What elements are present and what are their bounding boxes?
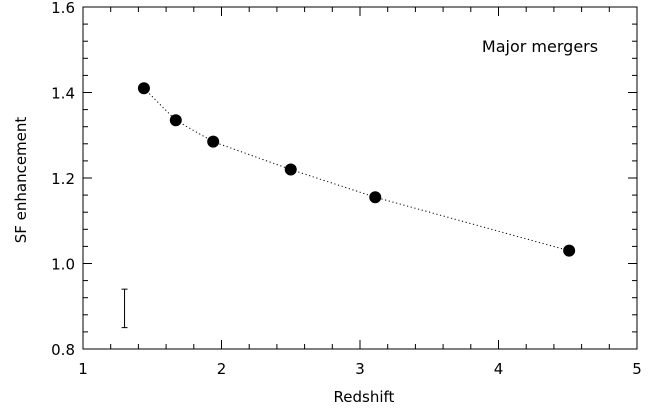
x-tick-label: 5	[632, 360, 642, 378]
x-tick-label: 2	[217, 360, 227, 378]
x-axis-label: Redshift	[334, 388, 395, 406]
data-point	[137, 82, 150, 95]
y-tick-label: 1.2	[51, 170, 75, 188]
tick-labels: 1 2 3 4 5 0.8 1.0 1.2 1.4 1.6	[51, 0, 642, 378]
y-tick-label: 1.6	[51, 0, 75, 17]
y-tick-label: 1.0	[51, 256, 75, 274]
plot-border	[82, 6, 638, 350]
data-point	[169, 114, 182, 127]
data-point	[207, 135, 220, 148]
data-point	[284, 163, 297, 176]
x-tick-label: 4	[494, 360, 504, 378]
axis-ticks	[82, 6, 638, 350]
data-points	[137, 82, 576, 257]
y-tick-label: 1.4	[51, 85, 75, 103]
x-tick-label: 3	[355, 360, 365, 378]
annotation-major-mergers: Major mergers	[482, 37, 598, 56]
fit-curve	[143, 87, 570, 252]
dotted-line	[143, 87, 570, 252]
data-point	[563, 244, 576, 257]
error-bar	[121, 288, 128, 329]
y-axis-label: SF enhancement	[12, 117, 30, 244]
data-point	[369, 191, 382, 204]
x-tick-label: 1	[78, 360, 88, 378]
y-tick-label: 0.8	[51, 341, 75, 359]
plot-frame	[82, 6, 638, 350]
